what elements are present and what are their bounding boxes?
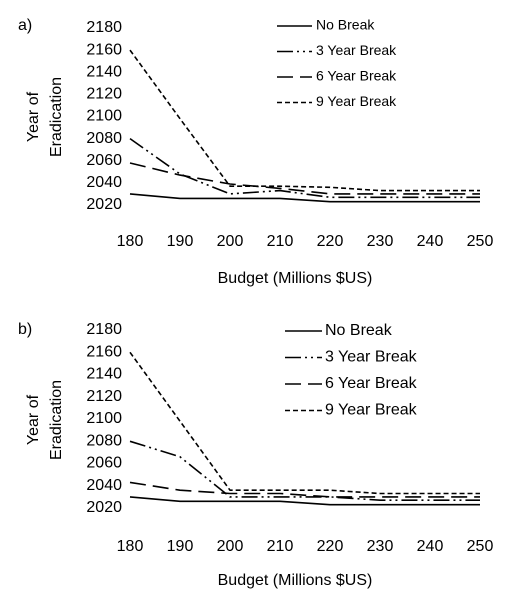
y-tick-label: 2040 xyxy=(86,174,122,191)
series-line-1 xyxy=(129,496,480,506)
chart-panel-b: b) 2020 2040 2060 2080 2100 2120 2140 2160 2180 18… xyxy=(18,321,493,589)
x-tick-label: 190 xyxy=(167,233,194,250)
x-tick-label: 240 xyxy=(417,538,444,555)
y-tick-label: 2140 xyxy=(86,63,122,80)
y-tick-label: 2040 xyxy=(86,477,122,494)
chart-panel-a: a) 2020 2040 2060 2080 2100 2120 2140 2160 2180 18… xyxy=(18,17,493,287)
series-line-4 xyxy=(129,49,480,192)
series-line-2 xyxy=(129,440,480,502)
series-line-1 xyxy=(129,193,480,203)
legend-entry: 3 Year Break xyxy=(316,42,397,58)
legend-entry: No Break xyxy=(325,322,393,339)
x-tick-label: 200 xyxy=(217,538,244,555)
y-tick-label: 2160 xyxy=(86,343,122,360)
y-tick-label: 2080 xyxy=(86,130,122,147)
series-line-3 xyxy=(129,481,480,498)
x-tick-label: 240 xyxy=(417,233,444,250)
y-tick-label: 2120 xyxy=(86,388,122,405)
y-axis-label: Eradication xyxy=(48,77,65,157)
x-tick-label: 220 xyxy=(317,233,344,250)
x-tick-label: 230 xyxy=(367,538,394,555)
y-tick-label: 2060 xyxy=(86,455,122,472)
y-tick-label: 2140 xyxy=(86,366,122,383)
legend-entry: 9 Year Break xyxy=(316,93,397,109)
y-axis-label: Year of xyxy=(25,91,42,142)
y-tick-label: 2020 xyxy=(86,196,122,213)
x-axis-label: Budget (Millions $US) xyxy=(218,270,373,287)
legend-entry: No Break xyxy=(316,17,375,33)
x-tick-label: 180 xyxy=(117,233,144,250)
y-tick-label: 2180 xyxy=(86,321,122,338)
x-tick-label: 200 xyxy=(217,233,244,250)
legend-entry: 9 Year Break xyxy=(325,402,418,419)
y-tick-label: 2080 xyxy=(86,432,122,449)
legend: No Break 3 Year Break 6 Year Break 9 Year B… xyxy=(285,322,418,419)
x-tick-label: 210 xyxy=(267,538,294,555)
y-tick-label: 2060 xyxy=(86,152,122,169)
x-tick-label: 250 xyxy=(467,233,494,250)
y-tick-label: 2100 xyxy=(86,108,122,125)
legend-entry: 3 Year Break xyxy=(325,349,418,366)
y-tick-label: 2160 xyxy=(86,41,122,58)
legend-entry: 6 Year Break xyxy=(325,375,418,392)
panel-label: b) xyxy=(18,321,32,338)
y-tick-label: 2020 xyxy=(86,499,122,516)
x-axis-label: Budget (Millions $US) xyxy=(218,572,373,589)
x-tick-label: 230 xyxy=(367,233,394,250)
y-tick-label: 2120 xyxy=(86,86,122,103)
legend-entry: 6 Year Break xyxy=(316,68,397,84)
x-tick-label: 220 xyxy=(317,538,344,555)
series-line-4 xyxy=(129,351,480,495)
panel-label: a) xyxy=(18,17,32,34)
y-tick-label: 2100 xyxy=(86,410,122,427)
x-tick-label: 190 xyxy=(167,538,194,555)
y-axis-label: Eradication xyxy=(48,380,65,460)
series-line-2 xyxy=(129,137,480,199)
series-line-3 xyxy=(129,162,480,195)
x-tick-label: 210 xyxy=(267,233,294,250)
legend: No Break 3 Year Break 6 Year Break 9 Year B… xyxy=(277,17,397,109)
x-tick-label: 250 xyxy=(467,538,494,555)
x-tick-label: 180 xyxy=(117,538,144,555)
y-axis-label: Year of xyxy=(25,394,42,445)
y-tick-label: 2180 xyxy=(86,19,122,36)
